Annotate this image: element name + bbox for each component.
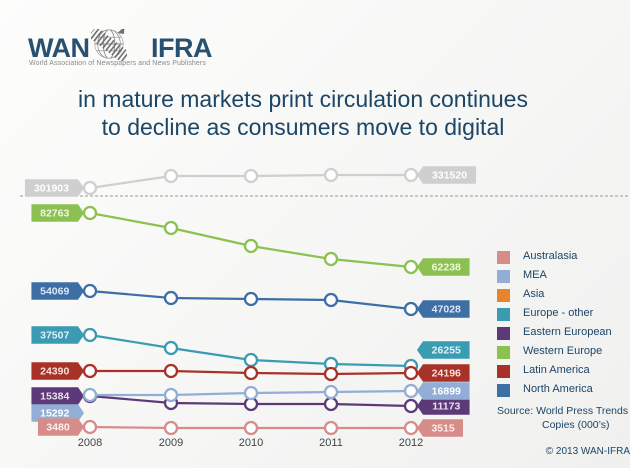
svg-text:47028: 47028 <box>432 304 461 316</box>
svg-text:3515: 3515 <box>431 423 455 435</box>
svg-text:37507: 37507 <box>40 330 69 342</box>
svg-text:16899: 16899 <box>432 386 461 398</box>
svg-text:54069: 54069 <box>40 286 69 298</box>
svg-text:15384: 15384 <box>40 391 69 403</box>
svg-text:24196: 24196 <box>432 368 461 380</box>
svg-text:301903: 301903 <box>34 183 69 195</box>
svg-text:26255: 26255 <box>432 345 461 357</box>
svg-text:15292: 15292 <box>40 408 69 420</box>
svg-text:331520: 331520 <box>432 170 467 182</box>
svg-text:82763: 82763 <box>40 208 69 220</box>
svg-text:24390: 24390 <box>40 366 69 378</box>
svg-text:3480: 3480 <box>46 422 70 434</box>
svg-text:11173: 11173 <box>432 401 460 413</box>
svg-text:62238: 62238 <box>432 262 461 274</box>
